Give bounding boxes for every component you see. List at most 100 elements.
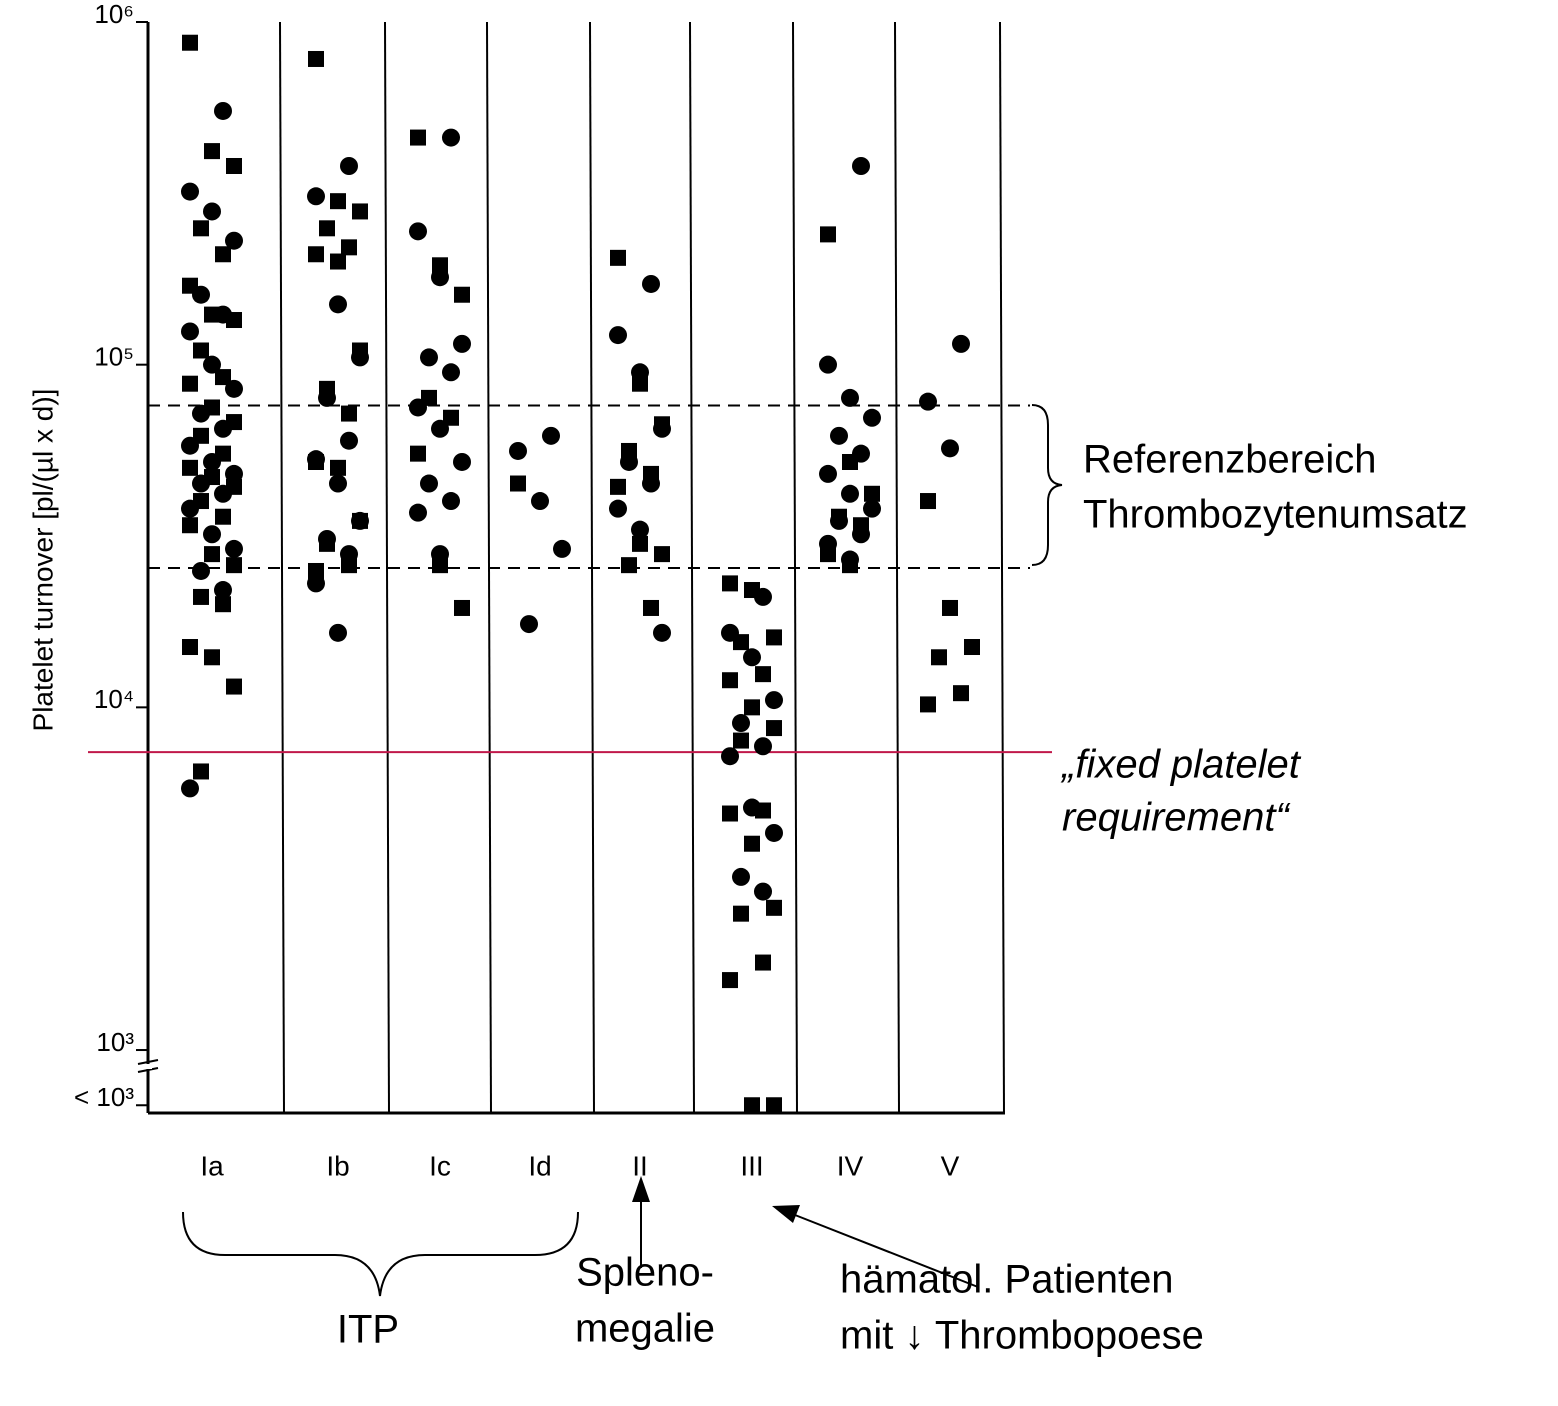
point-circle <box>307 187 325 206</box>
point-square <box>920 493 936 510</box>
point-circle <box>203 202 221 221</box>
point-circle <box>214 419 232 438</box>
point-square <box>454 599 470 616</box>
point-circle <box>181 499 199 518</box>
point-circle <box>743 648 761 667</box>
point-square <box>193 763 209 780</box>
point-circle <box>420 474 438 493</box>
y-tick-label: 10⁴ <box>94 684 134 714</box>
x-tick-label: V <box>941 1150 960 1181</box>
point-circle <box>203 355 221 374</box>
point-circle <box>351 348 369 367</box>
point-circle <box>841 550 859 569</box>
point-circle <box>431 268 449 287</box>
point-square <box>755 666 771 683</box>
point-circle <box>225 379 243 398</box>
point-circle <box>732 714 750 733</box>
point-circle <box>819 534 837 553</box>
point-circle <box>919 392 937 411</box>
point-circle <box>225 464 243 483</box>
point-square <box>766 629 782 646</box>
point-square <box>226 678 242 695</box>
point-circle <box>453 452 471 471</box>
point-square <box>964 639 980 656</box>
point-square <box>766 899 782 916</box>
point-circle <box>214 484 232 503</box>
point-square <box>193 342 209 359</box>
point-square <box>204 546 220 563</box>
y-tick-label: 10⁵ <box>94 342 134 372</box>
point-square <box>215 246 231 263</box>
point-square <box>864 485 880 502</box>
point-square <box>942 599 958 616</box>
point-square <box>193 427 209 444</box>
point-square <box>193 220 209 237</box>
point-circle <box>743 798 761 817</box>
point-square <box>820 226 836 243</box>
point-square <box>215 369 231 386</box>
point-circle <box>431 545 449 564</box>
y-tick-label: < 10³ <box>74 1082 134 1112</box>
y-tick-label: 10⁶ <box>94 0 134 29</box>
point-circle <box>765 823 783 842</box>
arrow <box>794 1214 979 1288</box>
point-circle <box>642 274 660 293</box>
point-square <box>643 599 659 616</box>
point-circle <box>214 101 232 120</box>
point-circle <box>653 419 671 438</box>
annotation: mit ↓ Thrombopoese <box>840 1314 1204 1358</box>
point-circle <box>225 231 243 250</box>
point-square <box>722 972 738 989</box>
point-circle <box>340 545 358 564</box>
point-square <box>610 249 626 266</box>
point-square <box>722 672 738 689</box>
point-circle <box>203 452 221 471</box>
reference-brace <box>1031 404 1063 566</box>
point-circle <box>620 452 638 471</box>
point-square <box>722 805 738 822</box>
point-square <box>330 459 346 476</box>
point-circle <box>192 474 210 493</box>
point-circle <box>192 285 210 304</box>
arrow-head <box>772 1205 800 1223</box>
x-tick-label: Ib <box>326 1150 349 1181</box>
point-circle <box>192 404 210 423</box>
point-square <box>744 1097 760 1114</box>
arrow-head <box>632 1176 650 1202</box>
point-circle <box>520 615 538 634</box>
point-circle <box>340 431 358 450</box>
point-circle <box>952 334 970 353</box>
point-circle <box>841 388 859 407</box>
annotation: hämatol. Patienten <box>840 1258 1174 1302</box>
point-circle <box>542 426 560 445</box>
point-square <box>204 649 220 666</box>
point-square <box>319 220 335 237</box>
point-circle <box>214 581 232 600</box>
x-tick-label: II <box>632 1150 648 1181</box>
point-square <box>226 157 242 174</box>
column-divider <box>384 21 390 1114</box>
point-square <box>182 34 198 51</box>
point-square <box>182 375 198 392</box>
point-circle <box>754 737 772 756</box>
axis-break-gap <box>144 1064 152 1069</box>
point-circle <box>941 439 959 458</box>
point-circle <box>852 525 870 544</box>
point-circle <box>409 222 427 241</box>
point-circle <box>442 363 460 382</box>
point-square <box>226 557 242 574</box>
point-circle <box>721 623 739 642</box>
point-circle <box>442 492 460 511</box>
reference-label: Referenzbereich <box>1083 438 1377 482</box>
point-circle <box>192 561 210 580</box>
point-square <box>610 478 626 495</box>
point-circle <box>453 334 471 353</box>
point-square <box>766 1097 782 1114</box>
point-circle <box>307 574 325 593</box>
point-circle <box>409 398 427 417</box>
point-circle <box>765 691 783 710</box>
point-square <box>744 699 760 716</box>
threshold-label: „fixed platelet <box>1060 743 1302 787</box>
point-square <box>632 535 648 552</box>
